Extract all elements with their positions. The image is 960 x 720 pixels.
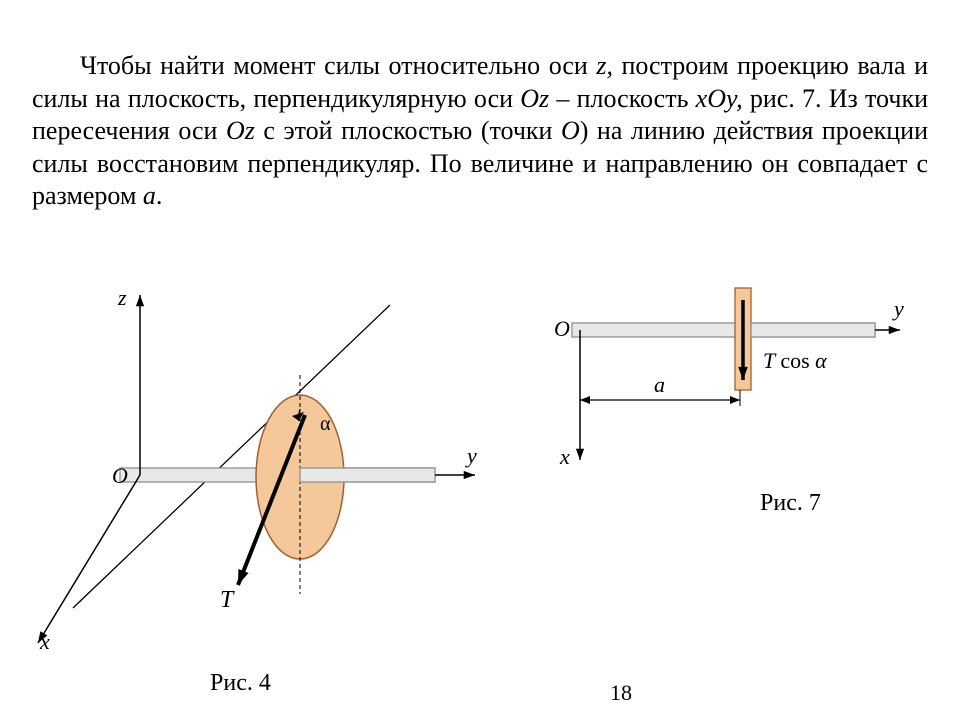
figure-4: z y x O Tα	[20, 255, 500, 675]
page-number: 18	[610, 680, 632, 706]
figure-7: T cos α y x Oa	[530, 260, 930, 490]
figure-4-caption: Рис. 4	[210, 670, 271, 697]
svg-text:O: O	[554, 316, 570, 341]
svg-text:T cos α: T cos α	[763, 348, 827, 373]
txt: .	[156, 181, 163, 210]
svg-text:y: y	[465, 443, 477, 468]
var-Oz: Oz	[226, 116, 255, 145]
svg-text:y: y	[892, 296, 904, 321]
var-xOy: xOy,	[696, 84, 743, 113]
txt: с этой плоскостью (точки	[255, 116, 561, 145]
svg-text:a: a	[654, 372, 665, 397]
var-O: O	[561, 116, 580, 145]
body-paragraph: Чтобы найти момент силы относительно оси…	[32, 50, 928, 213]
svg-text:α: α	[320, 413, 331, 435]
var-a: a	[143, 181, 156, 210]
svg-text:O: O	[112, 463, 128, 488]
svg-text:x: x	[559, 444, 570, 469]
txt: Чтобы найти момент силы относительно оси	[80, 51, 596, 80]
figure-7-caption: Рис. 7	[760, 490, 821, 517]
txt: – плоскость	[549, 84, 696, 113]
svg-text:x: x	[39, 629, 50, 654]
var-Oz: Oz	[520, 84, 549, 113]
var-z: z,	[596, 51, 613, 80]
svg-text:T: T	[220, 587, 235, 613]
svg-text:z: z	[117, 285, 127, 310]
